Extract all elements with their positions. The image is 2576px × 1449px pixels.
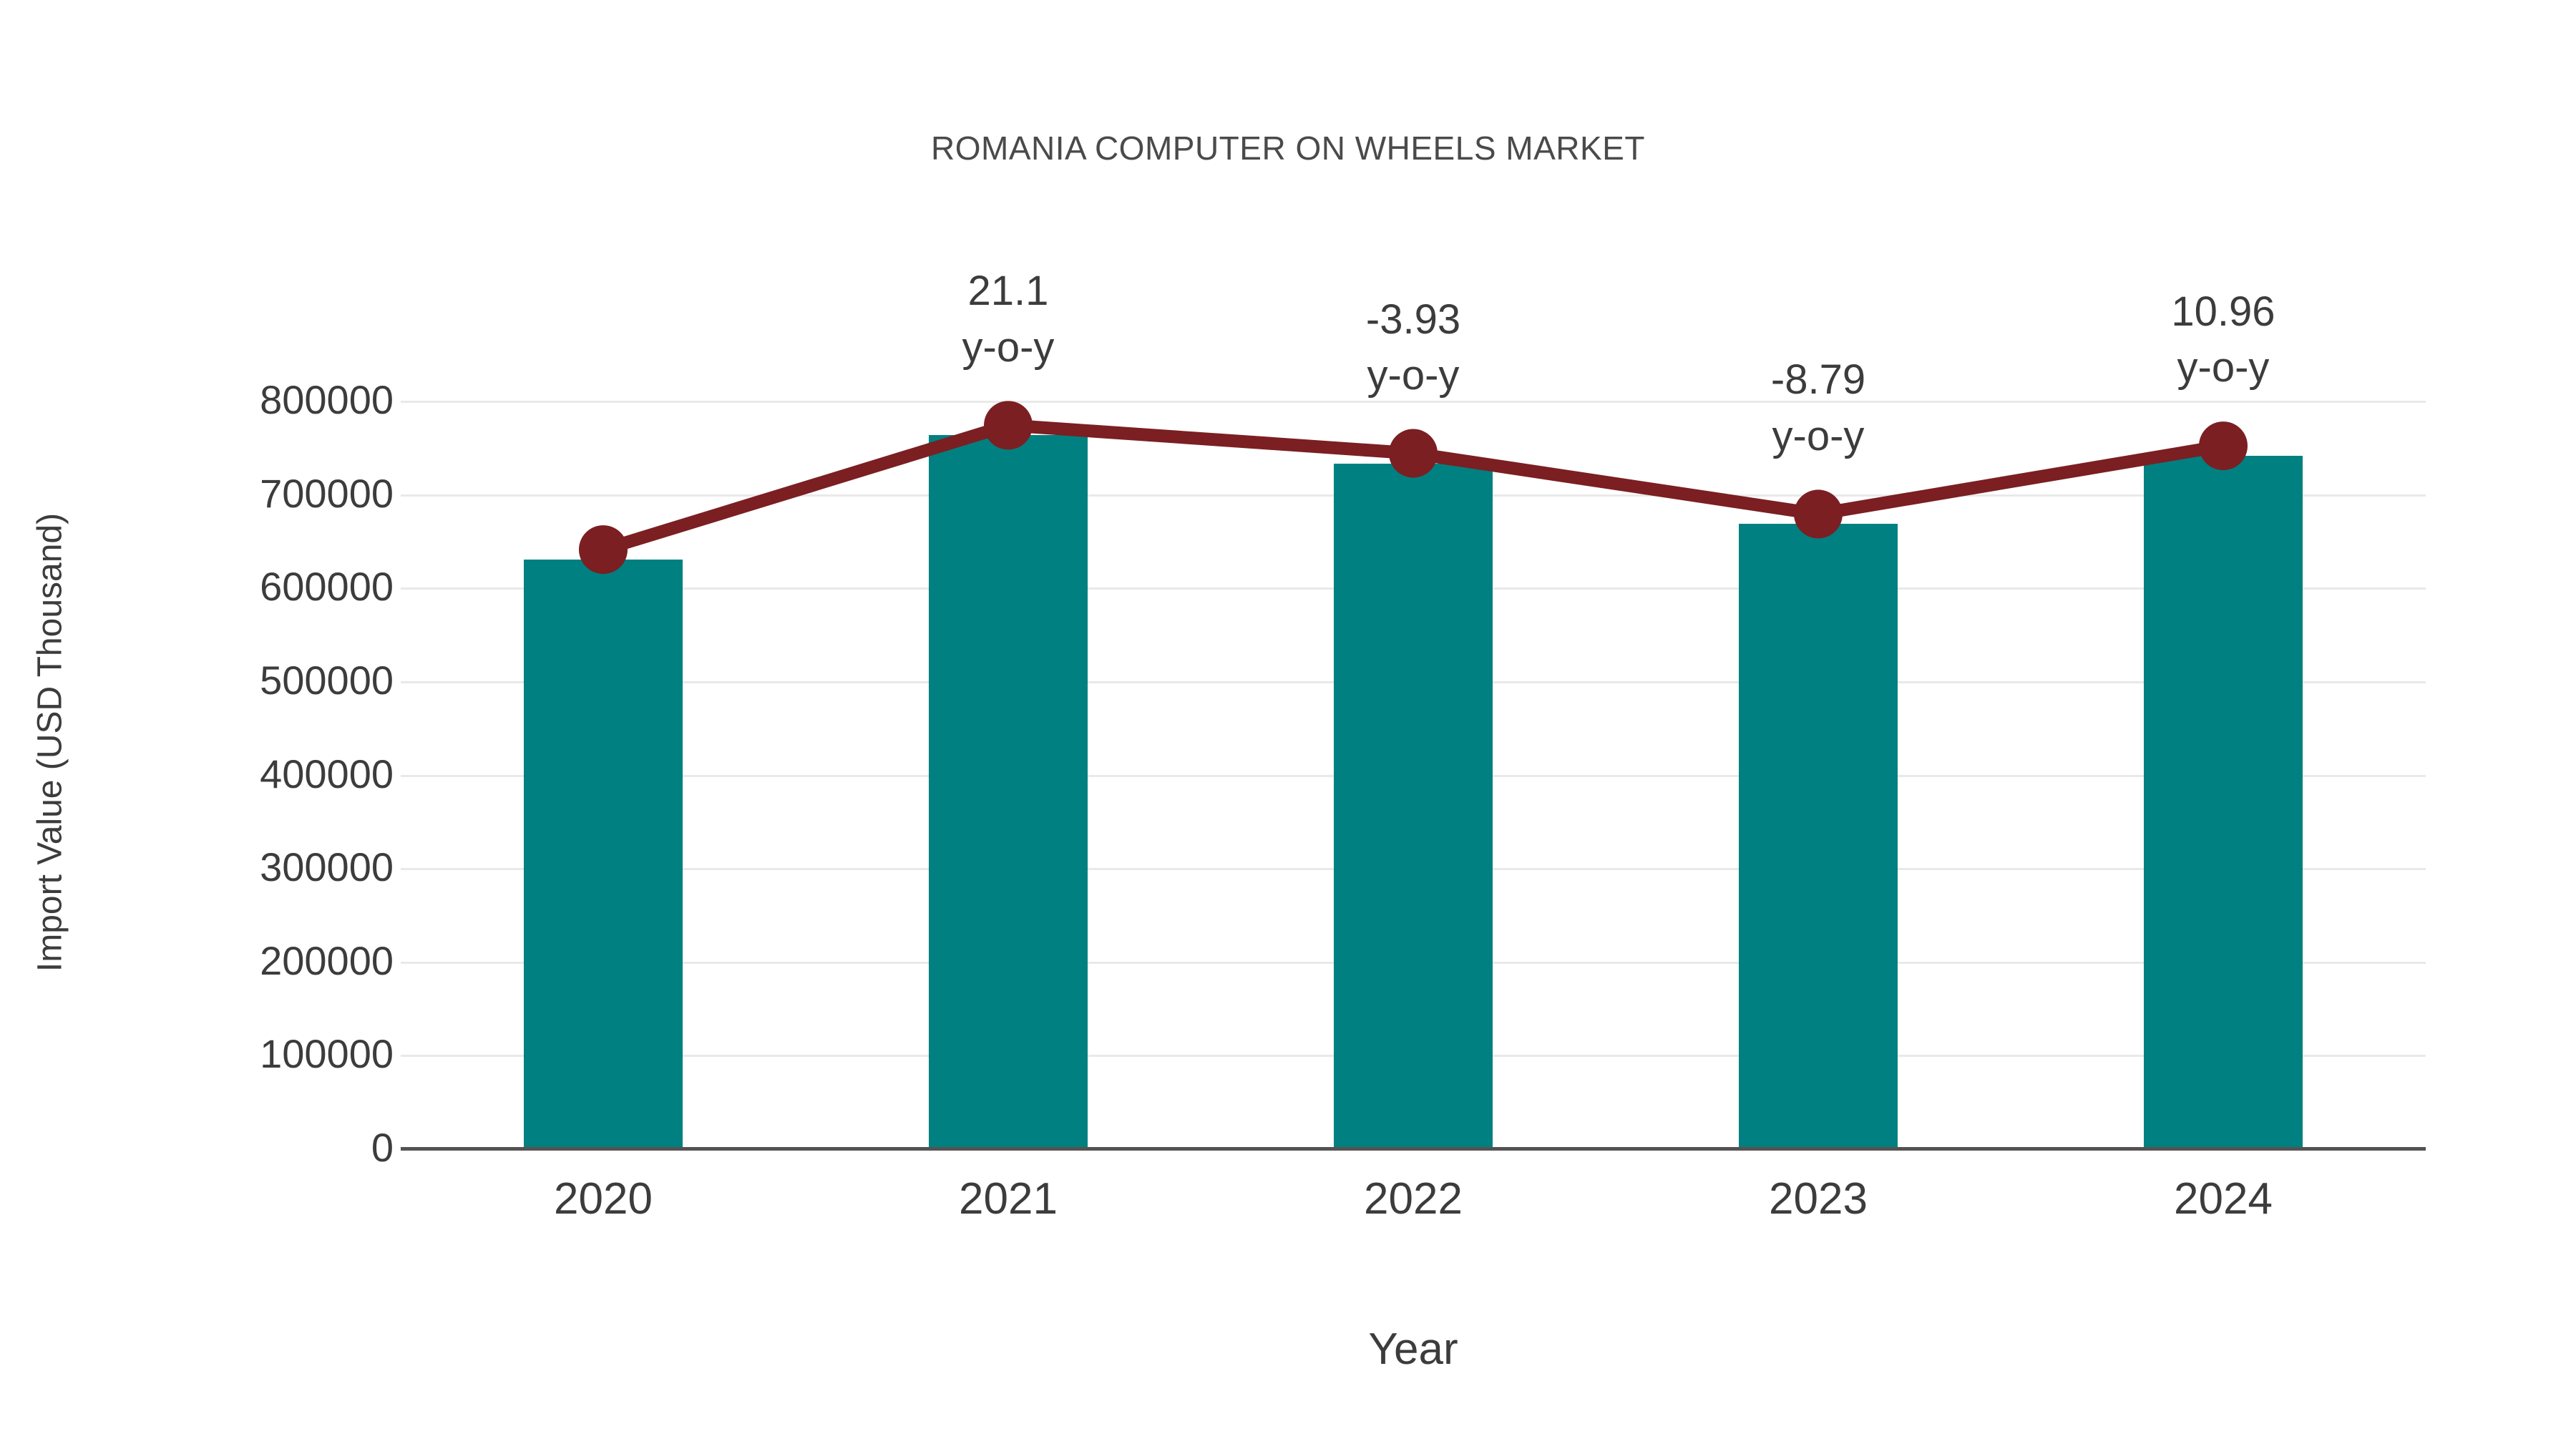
yoy-annotation: 10.96 y-o-y <box>2073 284 2373 396</box>
x-tick-label: 2024 <box>2174 1174 2273 1224</box>
yoy-annotation-value: 10.96 <box>2171 288 2275 336</box>
yoy-annotation: -3.93 y-o-y <box>1263 292 1563 404</box>
y-tick-label: 700000 <box>260 470 394 516</box>
x-tick-label: 2021 <box>959 1174 1058 1224</box>
gridline <box>401 401 2426 403</box>
yoy-annotation: -8.79 y-o-y <box>1668 352 1968 464</box>
y-tick-label: 200000 <box>260 937 394 983</box>
y-tick-label: 500000 <box>260 657 394 703</box>
bar <box>1739 524 1898 1148</box>
bar <box>1334 463 1493 1148</box>
x-axis-line <box>401 1147 2426 1151</box>
y-tick-label: 300000 <box>260 844 394 890</box>
x-tick-label: 2022 <box>1364 1174 1463 1224</box>
yoy-annotation: 21.1 y-o-y <box>858 263 1158 376</box>
plot-area <box>401 401 2426 1148</box>
yoy-annotation-suffix: y-o-y <box>1772 412 1865 459</box>
bar <box>929 435 1088 1148</box>
y-tick-label: 0 <box>371 1125 394 1170</box>
yoy-annotation-suffix: y-o-y <box>1367 351 1460 399</box>
x-tick-label: 2023 <box>1769 1174 1868 1224</box>
yoy-annotation-value: -8.79 <box>1770 356 1866 404</box>
y-tick-label: 800000 <box>260 377 394 422</box>
y-tick-label: 400000 <box>260 751 394 796</box>
yoy-annotation-suffix: y-o-y <box>2177 344 2270 391</box>
yoy-annotation-suffix: y-o-y <box>962 323 1055 371</box>
y-tick-label: 100000 <box>260 1031 394 1077</box>
x-tick-label: 2020 <box>554 1174 653 1224</box>
y-tick-label: 600000 <box>260 564 394 610</box>
chart-title: ROMANIA COMPUTER ON WHEELS MARKET <box>931 130 1645 167</box>
yoy-annotation-value: -3.93 <box>1365 296 1461 343</box>
x-axis-label: Year <box>1368 1324 1458 1374</box>
bar <box>524 560 683 1148</box>
bar <box>2144 456 2303 1148</box>
yoy-annotation-value: 21.1 <box>967 268 1049 315</box>
